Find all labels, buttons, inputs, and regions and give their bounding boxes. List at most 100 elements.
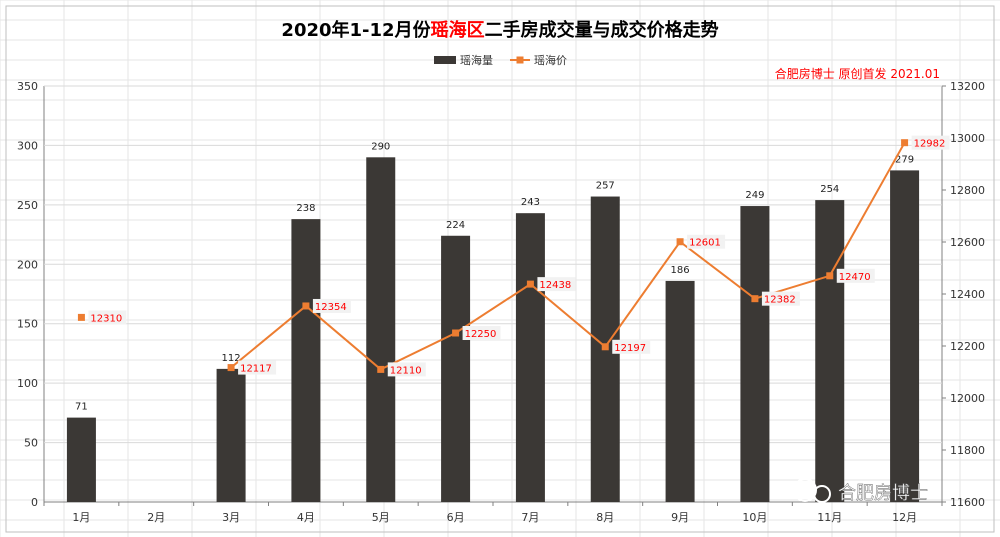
price-label-bg (911, 135, 950, 150)
bar-value-label: 243 (521, 197, 540, 208)
x-tick-label: 6月 (447, 511, 465, 524)
x-tick-label: 8月 (596, 511, 614, 524)
legend-label-bar: 瑶海量 (460, 53, 493, 67)
watermark: 合肥房博士 (793, 478, 928, 504)
source-note: 合肥房博士 原创首发 2021.01 (775, 66, 940, 81)
bar-series: 71 112 238 290 224 243 257 186 249 254 279 (66, 141, 920, 503)
x-tick-label: 5月 (372, 511, 390, 524)
y-left-tick-label: 350 (17, 80, 38, 93)
price-label-bg (238, 360, 277, 375)
price-marker (526, 280, 534, 288)
price-value-label: 12601 (689, 238, 721, 249)
y-left-tick-label: 200 (17, 258, 38, 271)
title-part: 2020年1-12月份 (281, 19, 431, 41)
watermark-text: 合肥房博士 (838, 483, 928, 504)
bar (815, 200, 845, 503)
x-tick-label: 9月 (671, 511, 689, 524)
price-label-bg (612, 339, 651, 354)
bar-value-label: 112 (222, 353, 241, 364)
bar-value-label: 186 (671, 265, 690, 276)
bar-value-label: 254 (820, 184, 839, 195)
price-marker (601, 343, 609, 351)
legend-swatch-bar (434, 56, 456, 64)
price-marker (227, 364, 235, 372)
price-value-label: 12354 (315, 302, 347, 313)
bar-value-label: 224 (446, 220, 465, 231)
y-right-tick-label: 12000 (950, 392, 985, 405)
y-left-tick-label: 50 (24, 437, 38, 450)
price-marker (452, 329, 460, 337)
price-value-label: 12382 (764, 295, 796, 306)
bar (66, 417, 96, 502)
wechat-icon (793, 478, 817, 502)
price-label-bg (88, 310, 127, 325)
y-left-tick-label: 0 (31, 496, 38, 509)
y-right-tick-label: 13000 (950, 132, 985, 145)
chart-frame (5, 5, 995, 533)
price-marker (901, 139, 909, 147)
price-value-label: 12470 (839, 272, 871, 283)
legend-label-line: 瑶海价 (534, 53, 567, 67)
y-left-tick-label: 150 (17, 318, 38, 331)
bar-value-label: 257 (596, 181, 615, 192)
price-line (230, 142, 906, 371)
y-right-tick-label: 12800 (950, 184, 985, 197)
price-marker (751, 295, 759, 303)
y-left-tick-label: 250 (17, 199, 38, 212)
price-value-label: 12982 (914, 139, 946, 150)
bar (216, 368, 246, 502)
y-axis-right: 11600 11800 12000 12200 12400 12600 12800 13000… (942, 80, 985, 509)
line-series: 12310 12117 12354 12110 12250 12438 12197 12601… (77, 135, 950, 377)
price-value-label: 12438 (539, 280, 571, 291)
price-marker (676, 238, 684, 246)
bar (740, 206, 770, 502)
y-axis-left: 0 50 100 150 200 250 300 350 (17, 80, 38, 509)
x-tick-label: 2月 (147, 511, 165, 524)
bar-value-label: 279 (895, 154, 914, 165)
x-tick-label: 11月 (817, 511, 842, 524)
title-part: 二手房成交量与成交价格走势 (485, 19, 719, 41)
price-label-bg (312, 298, 351, 313)
title-part: 瑶海区 (431, 19, 485, 41)
x-tick-label: 3月 (222, 511, 240, 524)
x-tick-label: 12月 (892, 511, 917, 524)
price-marker (377, 365, 385, 373)
price-label-bg (462, 326, 501, 340)
x-tick-label: 7月 (521, 511, 539, 524)
y-right-tick-label: 11800 (950, 444, 985, 457)
bar-value-label: 238 (296, 203, 315, 214)
legend: 瑶海量 瑶海价 (434, 53, 567, 67)
chart-title: 2020年1-12月份瑶海区二手房成交量与成交价格走势 (281, 19, 718, 41)
bar (665, 280, 695, 502)
price-value-label: 12310 (90, 313, 122, 324)
bar (366, 157, 396, 503)
x-axis: 1月 2月 3月 4月 5月 6月 7月 8月 9月 10月 11月 12月 (43, 502, 943, 524)
bar (890, 170, 920, 503)
x-tick-label: 4月 (297, 511, 315, 524)
price-value-label: 12110 (390, 365, 422, 376)
bar-value-label: 249 (745, 190, 764, 201)
price-label-bg (387, 362, 426, 377)
bar (441, 235, 471, 502)
price-marker (77, 313, 85, 321)
y-left-tick-label: 300 (17, 139, 38, 152)
price-label-bg (836, 268, 875, 283)
wechat-icon-bubble (813, 485, 831, 503)
price-value-label: 12117 (240, 364, 272, 375)
price-marker (826, 272, 834, 280)
bar (291, 219, 321, 502)
bar-value-label: 290 (371, 141, 390, 152)
price-label-bg (761, 291, 800, 306)
y-right-tick-label: 12600 (950, 236, 985, 249)
y-right-tick-label: 13200 (950, 80, 985, 93)
x-tick-label: 10月 (742, 511, 767, 524)
legend-swatch-marker (516, 56, 524, 64)
price-label-bg (537, 277, 576, 292)
bar (515, 213, 545, 503)
y-left-tick-label: 100 (17, 377, 38, 390)
y-right-tick-label: 12400 (950, 288, 985, 301)
bar-value-label: 71 (75, 402, 88, 413)
x-tick-label: 1月 (72, 511, 90, 524)
y-right-tick-label: 12200 (950, 340, 985, 353)
